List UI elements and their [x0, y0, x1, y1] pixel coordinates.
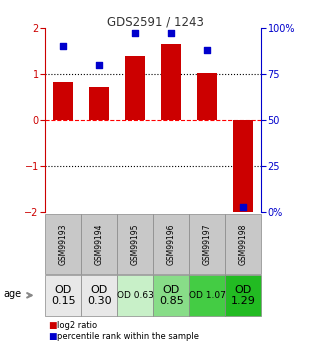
Point — [97, 62, 102, 67]
Text: log2 ratio: log2 ratio — [57, 321, 97, 330]
Point — [133, 30, 138, 36]
Bar — [89, 87, 109, 120]
Text: OD
0.30: OD 0.30 — [87, 285, 111, 306]
Bar — [125, 56, 145, 120]
Bar — [197, 73, 217, 120]
Text: GSM99196: GSM99196 — [167, 223, 176, 265]
Text: OD 0.63: OD 0.63 — [117, 291, 154, 300]
Bar — [53, 82, 73, 120]
Point — [205, 47, 210, 52]
Text: OD
0.15: OD 0.15 — [51, 285, 76, 306]
Text: OD
0.85: OD 0.85 — [159, 285, 183, 306]
Point — [169, 30, 174, 36]
Text: GSM99197: GSM99197 — [203, 223, 212, 265]
Text: GDS2591 / 1243: GDS2591 / 1243 — [107, 16, 204, 29]
Text: GSM99194: GSM99194 — [95, 223, 104, 265]
Text: ■: ■ — [48, 321, 57, 330]
Bar — [233, 120, 253, 215]
Text: ■: ■ — [48, 332, 57, 341]
Text: GSM99195: GSM99195 — [131, 223, 140, 265]
Text: OD 1.07: OD 1.07 — [189, 291, 226, 300]
Point — [61, 43, 66, 49]
Point — [241, 204, 246, 209]
Text: percentile rank within the sample: percentile rank within the sample — [57, 332, 199, 341]
Bar — [161, 44, 181, 120]
Text: GSM99198: GSM99198 — [239, 224, 248, 265]
Text: OD
1.29: OD 1.29 — [231, 285, 256, 306]
Text: GSM99193: GSM99193 — [58, 223, 67, 265]
Text: age: age — [4, 289, 22, 298]
